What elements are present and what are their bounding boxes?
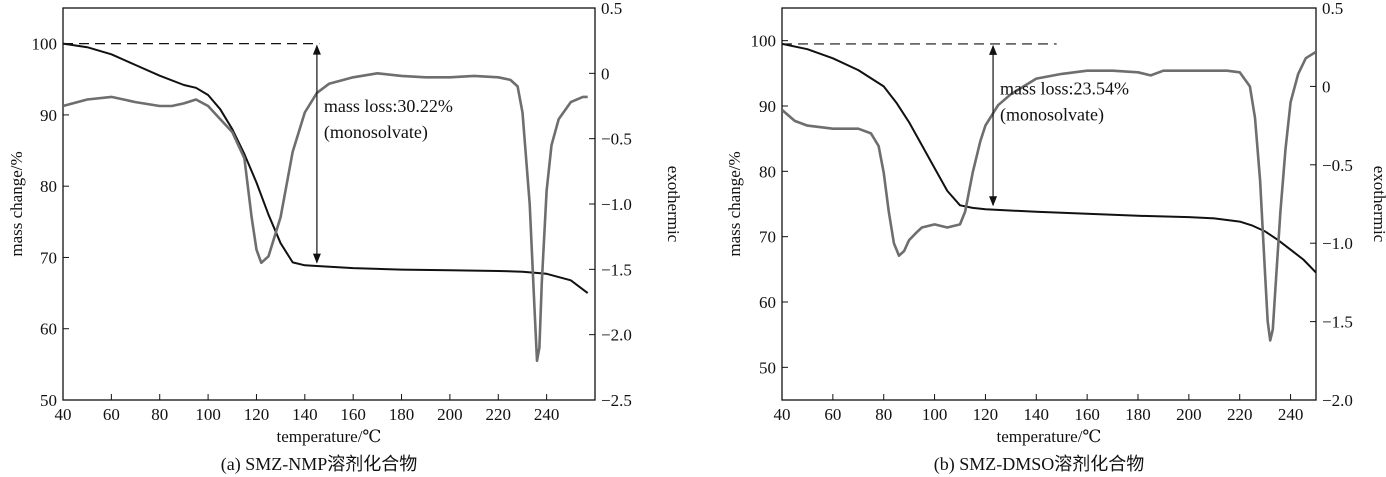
- x-tick-label: 80: [875, 405, 892, 424]
- mass-loss-label: mass loss:23.54%: [1000, 79, 1129, 99]
- y-axis-label: mass change/%: [725, 151, 744, 256]
- y2-tick-label: −0.5: [1322, 156, 1353, 175]
- chart-a: 40 60 80 100 120 140 160 180 200 220 240 50 60 70 80 90…: [7, 0, 683, 475]
- plot-frame: [781, 7, 1317, 401]
- x-tick-label: 100: [195, 405, 221, 424]
- y-tick-label: 90: [40, 106, 57, 125]
- dsc-curve: [63, 72, 588, 363]
- x-tick-label: 180: [1125, 405, 1151, 424]
- y2-tick-label: −2.0: [601, 326, 632, 345]
- tg-curve: [63, 42, 589, 294]
- x-tick-label: 120: [244, 405, 270, 424]
- tg-curve: [782, 42, 1316, 274]
- chart-caption: (a) SMZ-NMP溶剂化合物: [221, 454, 418, 475]
- y2-axis-label: exothermic: [1370, 166, 1386, 243]
- x-axis-label: temperature/℃: [997, 427, 1102, 446]
- y2-tick-label: 0.5: [601, 0, 622, 18]
- y2-tick-label: −0.5: [601, 130, 632, 149]
- x-tick-label: 160: [340, 405, 366, 424]
- y-tick-label: 100: [751, 32, 777, 51]
- x-tick-label: 80: [151, 405, 168, 424]
- x-tick-label: 60: [103, 405, 120, 424]
- y-tick-label: 80: [40, 177, 57, 196]
- x-tick-label: 220: [1227, 405, 1253, 424]
- y-tick-label: 90: [759, 97, 776, 116]
- mass-loss-label: mass loss:30.22%: [324, 96, 453, 116]
- y-tick-label: 70: [40, 248, 57, 267]
- x-tick-label: 40: [774, 405, 791, 424]
- arrow-head-up: [989, 44, 998, 55]
- arrow-head-up: [312, 44, 321, 55]
- x-axis-label: temperature/℃: [277, 427, 382, 446]
- x-tick-label: 40: [55, 405, 72, 424]
- y2-tick-label: −1.0: [601, 195, 632, 214]
- y-tick-label: 70: [759, 228, 776, 247]
- x-tick-label: 200: [437, 405, 463, 424]
- chart-caption: (b) SMZ-DMSO溶剂化合物: [934, 454, 1145, 475]
- x-tick-label: 160: [1074, 405, 1100, 424]
- y-tick-label: 60: [40, 320, 57, 339]
- arrow-head-down: [989, 196, 998, 207]
- plot-frame: [62, 7, 596, 401]
- x-tick-label: 140: [292, 405, 318, 424]
- y2-tick-label: −2.5: [601, 391, 632, 410]
- y2-tick-label: 0: [601, 64, 610, 83]
- y2-axis-label: exothermic: [664, 166, 683, 243]
- x-tick-label: 100: [922, 405, 948, 424]
- y2-tick-label: −1.0: [1322, 234, 1353, 253]
- y2-tick-label: 0.5: [1322, 0, 1343, 18]
- x-tick-label: 140: [1024, 405, 1050, 424]
- monosolvate-label: (monosolvate): [1000, 105, 1104, 126]
- y-axis-label: mass change/%: [7, 151, 26, 256]
- arrow-head-down: [312, 253, 321, 264]
- x-tick-label: 240: [534, 405, 560, 424]
- chart-b: 40 60 80 100 120 140 160 180 200 220 240 50 60 70 80 90…: [725, 0, 1386, 475]
- y-tick-label: 100: [32, 35, 58, 54]
- y-tick-label: 50: [40, 391, 57, 410]
- y2-tick-label: −2.0: [1322, 391, 1353, 410]
- dsc-curve: [782, 50, 1316, 342]
- x-tick-label: 120: [973, 405, 999, 424]
- x-tick-label: 200: [1176, 405, 1202, 424]
- y-tick-label: 50: [759, 358, 776, 377]
- y2-tick-label: −1.5: [601, 260, 632, 279]
- y-tick-label: 80: [759, 162, 776, 181]
- monosolvate-label: (monosolvate): [324, 122, 428, 143]
- y2-tick-label: −1.5: [1322, 313, 1353, 332]
- y2-tick-label: 0: [1322, 77, 1331, 96]
- x-tick-label: 60: [824, 405, 841, 424]
- x-tick-label: 220: [486, 405, 512, 424]
- x-tick-label: 180: [389, 405, 415, 424]
- x-tick-label: 240: [1278, 405, 1304, 424]
- y-tick-label: 60: [759, 293, 776, 312]
